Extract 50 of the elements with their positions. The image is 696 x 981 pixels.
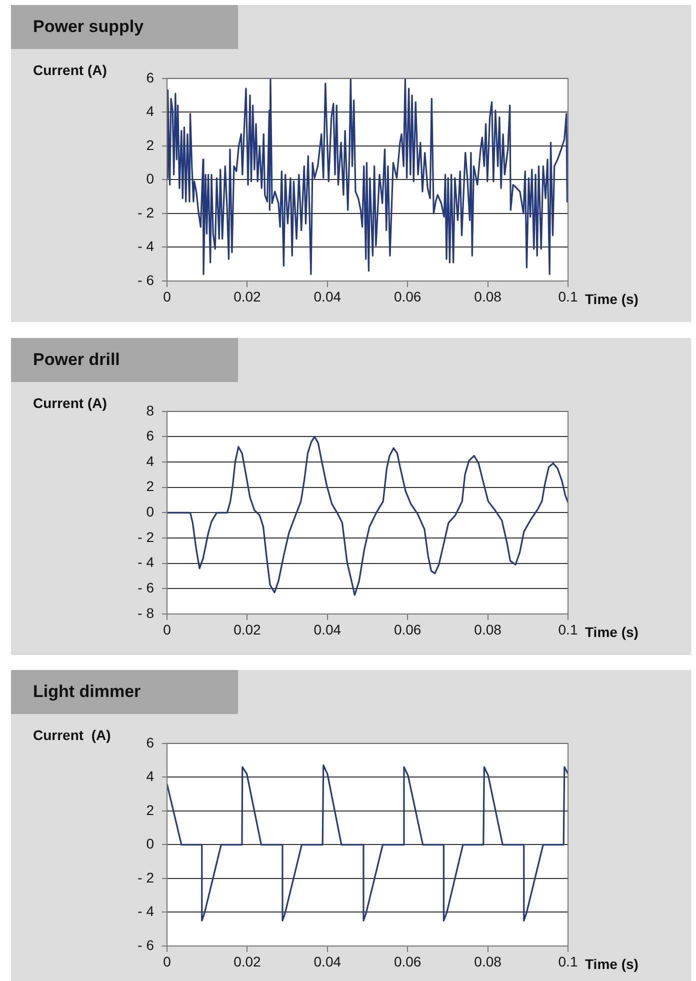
y-tick-label: - 6	[138, 936, 154, 953]
y-tick-label: 6	[146, 428, 154, 444]
y-tick-label: 0	[146, 170, 154, 187]
x-tick-label: 0	[163, 288, 172, 304]
y-tick-label: 6	[146, 69, 154, 86]
x-tick-label: 0.06	[394, 288, 422, 304]
y-axis-title: Current (A)	[33, 727, 111, 743]
y-tick-label: 2	[146, 136, 154, 153]
y-tick-label: 4	[146, 103, 154, 120]
x-tick-label: 0.1	[558, 288, 578, 304]
x-tick-label: 0.1	[558, 953, 578, 970]
chart-title: Power drill	[11, 338, 238, 382]
x-tick-label: 0.06	[394, 953, 422, 970]
y-tick-label: 0	[146, 836, 154, 852]
x-tick-label: 0.02	[234, 621, 262, 638]
x-tick-label: 0	[163, 953, 172, 970]
y-tick-label: - 4	[138, 554, 154, 570]
y-tick-label: - 4	[138, 903, 154, 920]
x-tick-label: 0.08	[474, 953, 502, 970]
x-tick-label: 0.02	[234, 953, 262, 970]
y-tick-label: - 8	[138, 604, 154, 621]
y-tick-label: - 2	[138, 869, 154, 886]
y-axis-title: Current (A)	[33, 62, 107, 78]
chart-title: Power supply	[11, 5, 238, 49]
x-axis-title: Time (s)	[585, 956, 638, 972]
y-tick-label: 4	[146, 452, 154, 469]
x-tick-label: 0.04	[314, 621, 342, 638]
chart-title: Light dimmer	[11, 670, 238, 714]
y-axis-title: Current (A)	[33, 395, 107, 411]
y-tick-label: - 6	[138, 580, 154, 596]
y-tick-label: 2	[146, 478, 154, 494]
x-tick-label: 0.04	[314, 288, 342, 304]
x-tick-label: 0.04	[314, 953, 342, 970]
y-tick-label: - 2	[138, 204, 154, 220]
y-tick-label: 8	[146, 402, 154, 418]
x-tick-label: 0.1	[558, 621, 578, 638]
y-tick-label: 2	[146, 802, 154, 818]
x-axis-title: Time (s)	[585, 624, 638, 640]
y-tick-label: 4	[146, 768, 154, 784]
y-tick-label: - 4	[138, 238, 154, 254]
x-tick-label: 0	[163, 621, 172, 638]
x-tick-label: 0.06	[394, 621, 422, 638]
y-tick-label: - 6	[138, 272, 154, 288]
x-tick-label: 0.08	[474, 288, 502, 304]
x-tick-label: 0.02	[234, 288, 262, 304]
y-tick-label: - 2	[138, 528, 154, 545]
x-axis-title: Time (s)	[585, 291, 638, 307]
y-tick-label: 6	[146, 734, 154, 750]
y-tick-label: 0	[146, 504, 154, 520]
x-tick-label: 0.08	[474, 621, 502, 638]
